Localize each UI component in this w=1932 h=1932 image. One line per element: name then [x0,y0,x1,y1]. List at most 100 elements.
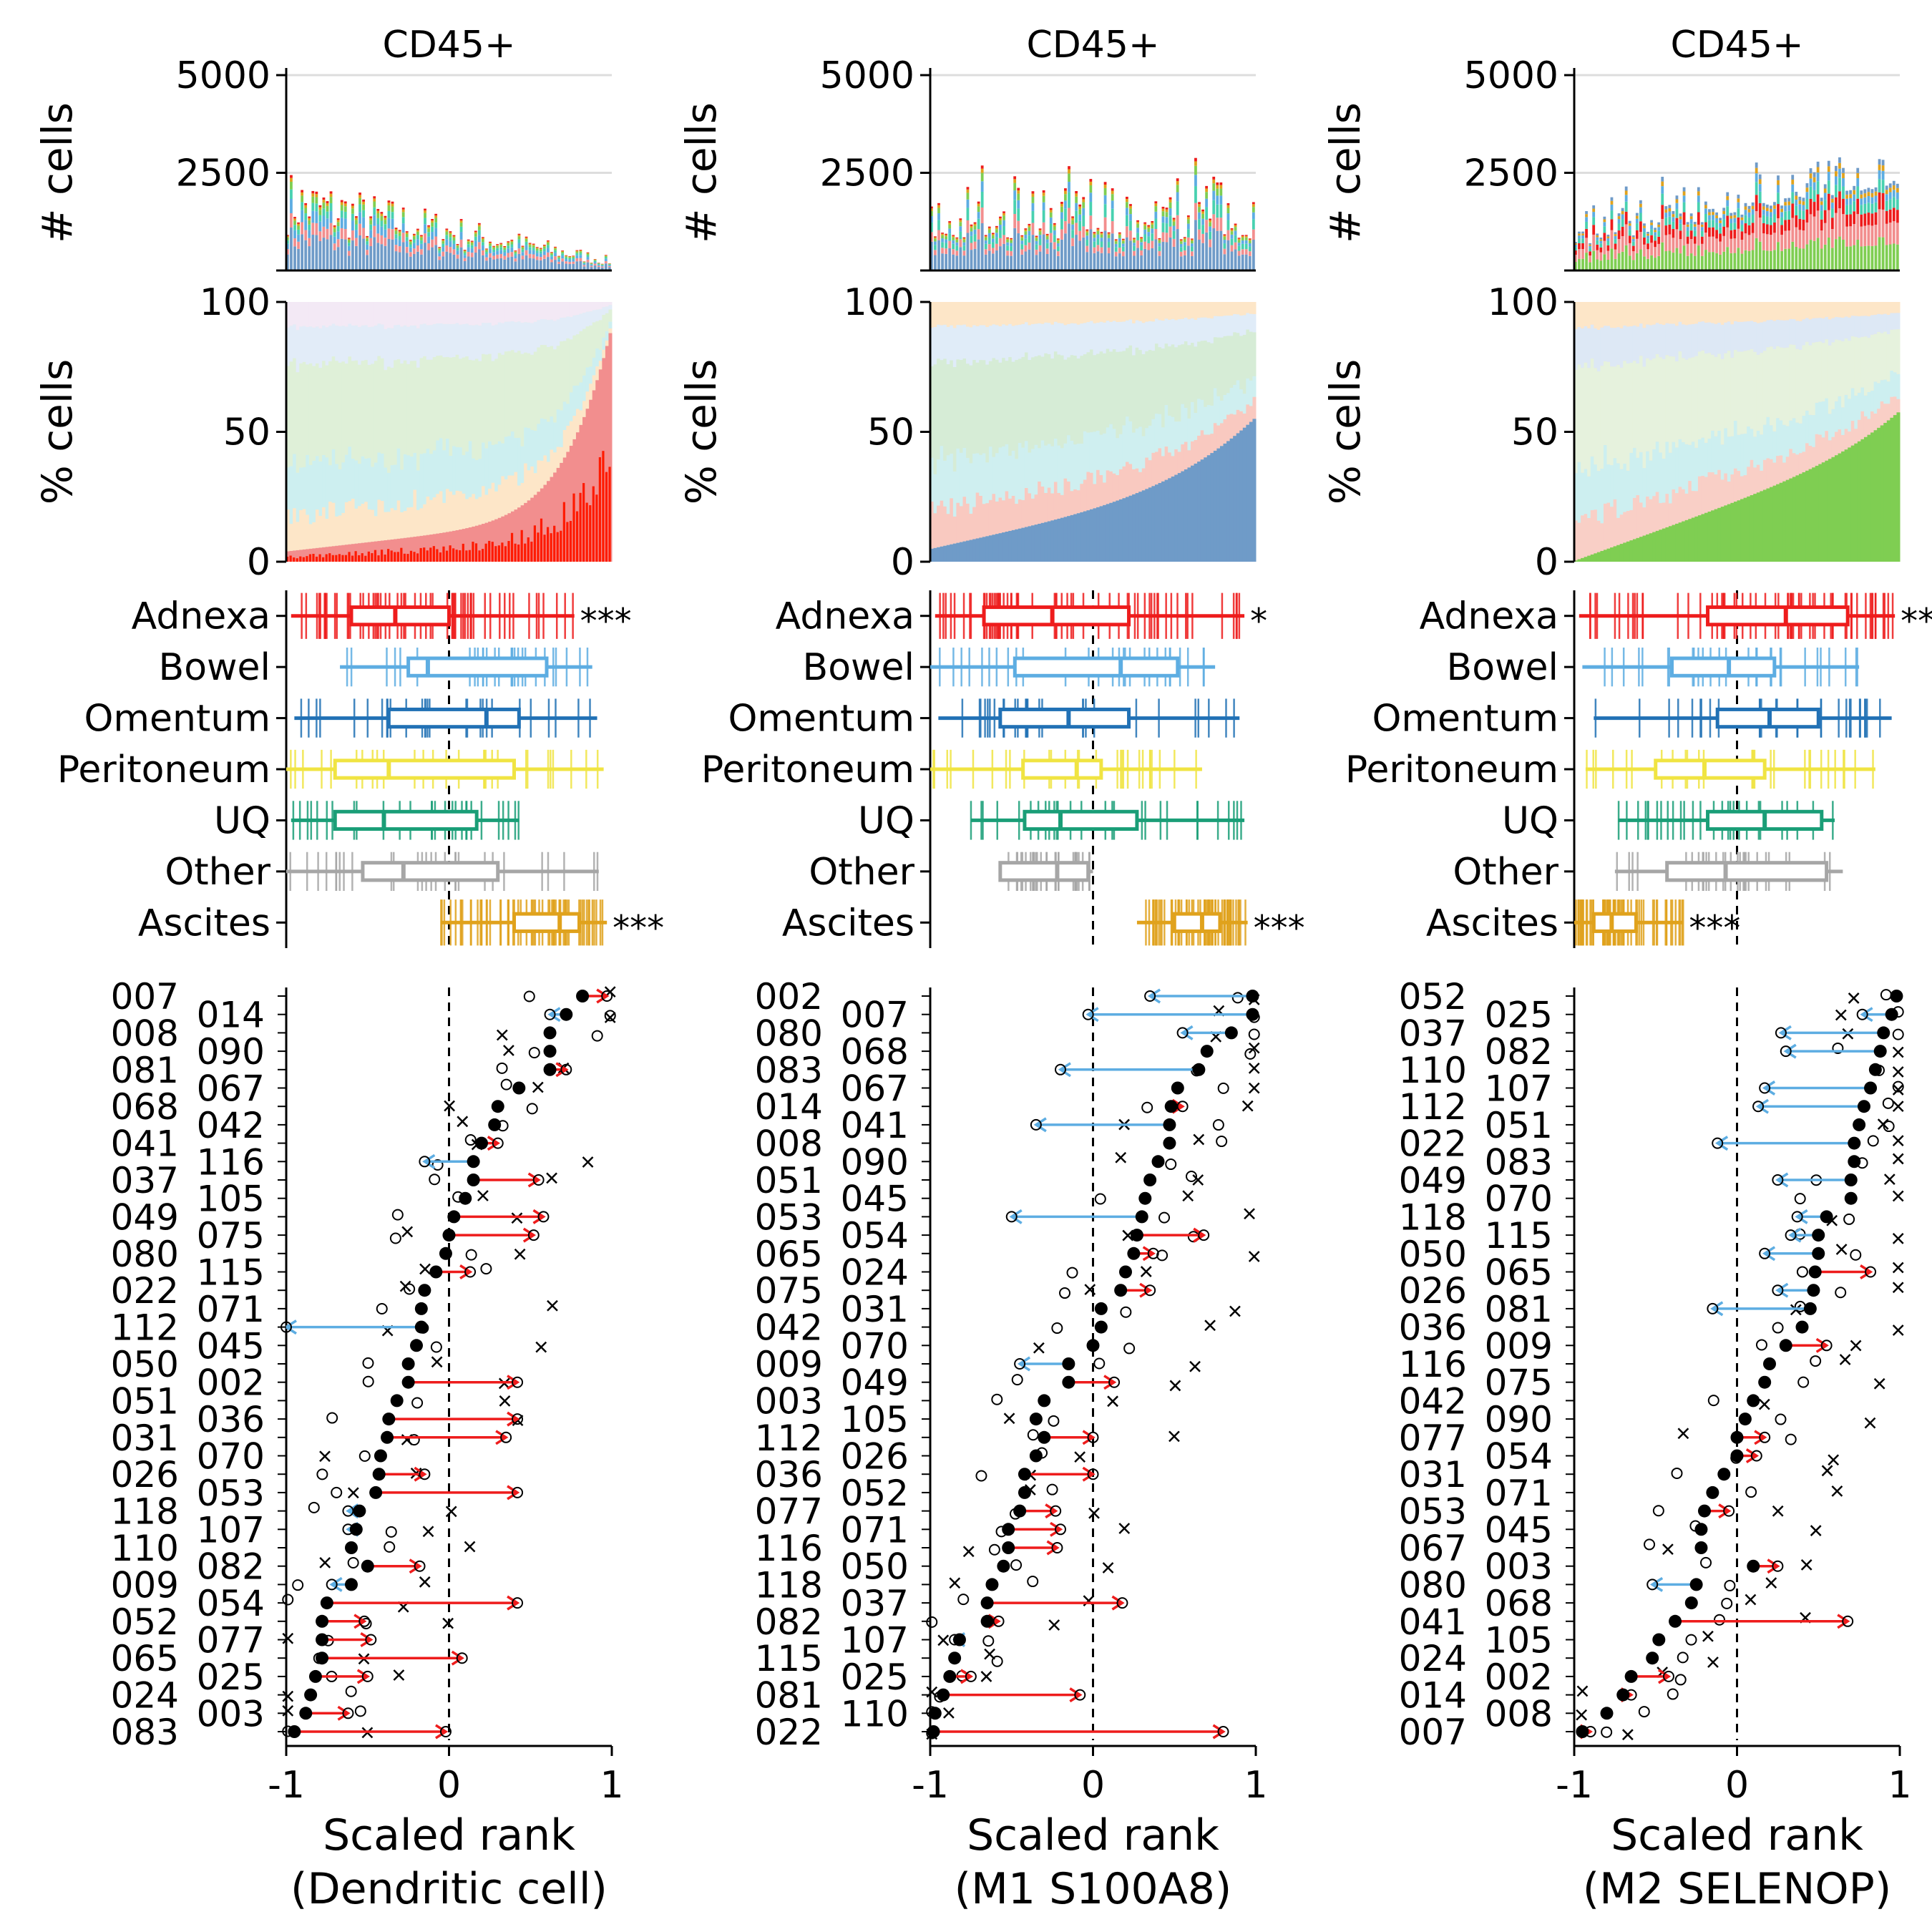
patient-point [1094,1302,1108,1315]
percent-bar [959,542,963,562]
percent-band [348,302,352,324]
count-bar [1205,232,1209,270]
count-bar [966,187,970,190]
count-bar [1053,226,1056,230]
percent-band [937,302,941,325]
percent-bar-dark [560,530,562,562]
percent-band [972,360,977,454]
percent-band [572,335,577,386]
percent-bar [409,537,414,562]
percent-band [452,357,457,447]
percent-bar [1684,519,1689,562]
count-bar [542,248,546,252]
percent-band [1015,302,1019,326]
count-bar [1650,225,1653,230]
arrow-head [1009,1209,1023,1224]
count-bar [550,255,553,257]
percent-band [1233,313,1237,333]
percent-band [1590,302,1594,325]
count-bar [1668,211,1672,217]
count-bar [1064,194,1067,201]
count-bar [315,211,318,223]
percent-bar [459,530,463,562]
patient-point [948,1652,962,1665]
percent-band [1831,318,1835,343]
count-bar [1071,238,1074,246]
percent-band [1050,358,1055,447]
count-bar [1241,237,1244,240]
count-bar [1830,229,1834,248]
percent-band [439,491,443,533]
percent-band [1106,321,1110,349]
open-point [604,1010,616,1022]
arrow-head [527,1172,541,1188]
count-bar [1230,251,1234,270]
percent-band [1886,404,1890,421]
count-bar [1689,219,1693,224]
open-point [408,1434,420,1446]
percent-band [985,364,990,463]
count-bar [995,229,998,233]
percent-bar-dark [328,553,331,562]
box [998,707,1131,729]
percent-band [1770,459,1774,487]
percent-band [582,401,587,417]
percent-band [302,326,306,362]
count-bar [1020,236,1024,238]
count-bar [517,235,521,237]
count-bar [477,249,481,270]
count-bar [420,249,423,255]
percent-bar [1714,509,1718,562]
count-bar [1631,260,1635,270]
percent-band [1089,302,1093,321]
percent-band [1747,350,1751,427]
count-bar [1013,214,1017,228]
percent-band [1070,491,1074,515]
count-bar [1773,208,1776,215]
count-bar [572,255,575,257]
arrow-head [1082,1430,1096,1445]
percent-bar [1040,522,1045,562]
count-bar [572,255,575,256]
count-bar [1252,240,1255,270]
percent-band [390,328,394,368]
count-bar [1191,243,1194,247]
percent-bar [1187,467,1191,562]
count-bar [318,231,322,241]
count-bar [1147,225,1151,227]
percent-band [1815,402,1819,434]
count-bar [1140,242,1143,245]
count-bar [1183,250,1186,255]
count-bar [1085,230,1089,233]
percent-band [543,302,547,320]
patient-point [543,1063,557,1076]
percent-band [449,455,453,492]
open-point [1011,1374,1023,1386]
count-bar [1161,216,1165,223]
percent-band [429,454,434,500]
count-bar [1194,175,1197,187]
open-point [991,1393,1003,1405]
count-bar [1140,239,1143,243]
count-bar [452,236,456,238]
percent-band [318,368,323,462]
count-bar [1201,211,1204,214]
percent-band [1606,302,1611,326]
percent-band [322,507,326,547]
percent-band [1747,321,1751,351]
cross-point [942,1707,955,1719]
percent-band [1730,357,1735,436]
count-bar [1668,224,1672,235]
count-bar [1813,190,1816,203]
percent-band [1024,322,1028,353]
count-bar [1248,240,1252,243]
percent-band [585,367,590,392]
percent-band [1067,481,1071,517]
count-bar [1722,251,1726,270]
count-bar [1136,233,1139,240]
count-bar [1118,253,1121,270]
count-bar [1838,177,1841,192]
count-bar [1578,231,1581,234]
count-bar [1045,243,1049,249]
count-bar [304,203,308,205]
